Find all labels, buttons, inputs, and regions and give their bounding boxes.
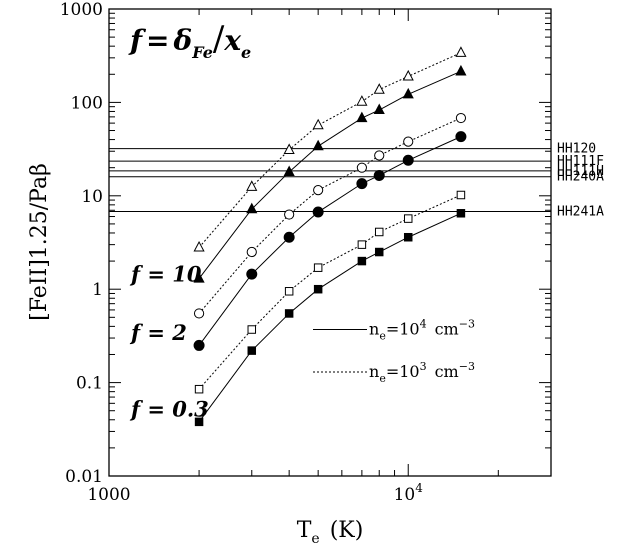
- series-line: [198, 212, 462, 423]
- f-value-label: f = 10: [129, 262, 202, 287]
- data-point-triangle: [246, 202, 258, 214]
- data-point-square: [403, 232, 413, 242]
- reference-label: HH240A: [557, 170, 604, 185]
- data-point-circle: [193, 308, 205, 319]
- data-series: [193, 46, 467, 427]
- data-point-circle: [356, 162, 367, 173]
- data-point-square: [374, 247, 384, 257]
- data-point-circle: [402, 154, 414, 166]
- data-point-square: [247, 346, 257, 355]
- data-point-triangle: [373, 83, 385, 94]
- data-point-triangle: [283, 165, 295, 177]
- data-point-square: [284, 287, 294, 296]
- data-point-square: [284, 309, 294, 318]
- data-point-circle: [283, 231, 295, 243]
- data-point-square: [456, 209, 466, 218]
- y-tick-label: 0.1: [76, 374, 103, 394]
- data-point-triangle: [455, 64, 467, 76]
- data-point-circle: [313, 185, 324, 196]
- x-tick-label: 104: [394, 481, 424, 505]
- data-point-triangle: [402, 87, 414, 99]
- data-point-triangle: [283, 143, 295, 155]
- data-point-triangle: [312, 118, 324, 130]
- y-tick-label: 100: [71, 93, 103, 113]
- data-point-triangle: [193, 272, 205, 283]
- data-point-circle: [455, 112, 467, 124]
- series-line: [198, 194, 462, 390]
- reference-label: HH111F: [557, 154, 604, 169]
- data-point-circle: [193, 339, 205, 351]
- data-point-square: [357, 256, 367, 266]
- axis-ticks: [108, 9, 552, 477]
- legend-line-label: ne=103 cm−3: [369, 360, 475, 385]
- data-point-triangle: [373, 103, 385, 115]
- y-axis-title: [FeII]1.25/Paβ: [27, 163, 52, 321]
- data-point-triangle: [312, 139, 324, 151]
- data-point-circle: [455, 131, 467, 143]
- x-axis-title: Te (K): [297, 518, 364, 547]
- data-point-square: [247, 325, 257, 334]
- data-point-circle: [356, 178, 368, 190]
- x-tick-label: 1000: [87, 485, 130, 505]
- legend-line-label: ne=104 cm−3: [369, 318, 475, 343]
- data-point-square: [374, 227, 384, 237]
- data-point-triangle: [193, 240, 205, 252]
- data-point-square: [403, 214, 413, 223]
- reference-label: HH111H: [557, 164, 604, 179]
- data-point-triangle: [356, 111, 368, 123]
- series-line: [198, 70, 462, 279]
- data-point-circle: [403, 136, 414, 147]
- data-point-circle: [373, 169, 385, 181]
- series-line: [198, 52, 462, 248]
- data-point-square: [313, 284, 323, 294]
- y-tick-label: 1000: [60, 0, 103, 20]
- f-value-label: f = 0.3: [129, 397, 209, 422]
- f-value-label: f = 2: [129, 320, 187, 345]
- plot-frame: [108, 8, 552, 477]
- data-point-square: [194, 417, 204, 427]
- data-point-circle: [246, 246, 257, 258]
- data-point-circle: [246, 268, 258, 280]
- data-point-triangle: [246, 180, 258, 191]
- data-point-circle: [312, 206, 324, 218]
- data-point-triangle: [356, 95, 368, 106]
- y-tick-label: 1: [92, 280, 103, 300]
- data-point-triangle: [455, 46, 467, 57]
- reference-label: HH120: [557, 142, 596, 157]
- series-line: [198, 117, 462, 314]
- data-point-circle: [284, 209, 295, 220]
- y-tick-label: 10: [81, 187, 103, 207]
- y-tick-label: 0.01: [65, 467, 103, 487]
- data-point-square: [357, 240, 367, 249]
- data-point-square: [313, 263, 323, 272]
- axis-tick-labels: 0.01 0.1 1 10 100 1000 1000 104: [60, 0, 423, 505]
- reference-label: HH241A: [557, 204, 604, 219]
- annotations: f = 10 f = 2 f = 0.3 ne=104 cm−3 ne=103 cm−3: [129, 262, 475, 422]
- data-point-square: [456, 190, 466, 200]
- data-point-triangle: [402, 69, 414, 81]
- formula-label: f = δFe/xe: [128, 19, 251, 62]
- data-point-square: [194, 384, 204, 394]
- data-point-circle: [374, 150, 385, 161]
- reference-lines: [109, 148, 551, 212]
